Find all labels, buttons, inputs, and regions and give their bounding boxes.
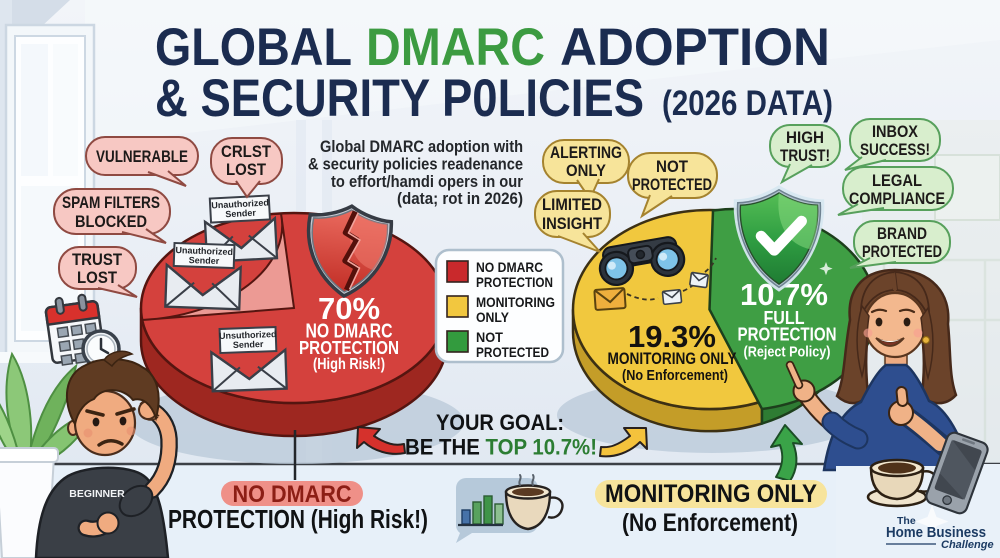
svg-text:INSIGHT: INSIGHT: [542, 215, 602, 233]
svg-text:COMPLIANCE: COMPLIANCE: [849, 190, 945, 208]
svg-text:Sender: Sender: [189, 255, 220, 266]
svg-text:TRUST!: TRUST!: [780, 147, 830, 165]
svg-text:PROTECTED: PROTECTED: [862, 243, 942, 261]
svg-text:to effort/hamdi opers in our: to effort/hamdi opers in our: [331, 173, 524, 191]
svg-text:MONITORING ONLY: MONITORING ONLY: [608, 349, 738, 368]
svg-text:NO DMARC: NO DMARC: [476, 260, 543, 275]
svg-text:TRUST: TRUST: [72, 251, 122, 269]
svg-text:NOT: NOT: [656, 158, 688, 176]
svg-text:19.3%: 19.3%: [628, 319, 716, 354]
svg-text:Sender: Sender: [225, 208, 256, 220]
svg-text:MONITORING: MONITORING: [476, 295, 555, 310]
svg-text:(High Risk!): (High Risk!): [313, 356, 385, 373]
svg-text:PROTECTION: PROTECTION: [476, 275, 553, 290]
svg-text:BRAND: BRAND: [877, 225, 927, 243]
svg-text:DMARC: DMARC: [366, 18, 545, 77]
svg-text:HIGH: HIGH: [786, 129, 824, 147]
svg-text:FULL: FULL: [764, 308, 805, 328]
svg-text:VULNERABLE: VULNERABLE: [96, 148, 188, 166]
svg-text:NOT: NOT: [476, 330, 504, 345]
svg-text:& SECURITY P0LICIES: & SECURITY P0LICIES: [155, 69, 644, 128]
svg-text:GLOBAL: GLOBAL: [155, 18, 352, 77]
svg-text:Sender: Sender: [233, 339, 264, 350]
svg-text:(No Enforcement): (No Enforcement): [622, 367, 728, 384]
svg-text:& security policies readenance: & security policies readenance: [308, 156, 523, 174]
svg-text:70%: 70%: [318, 291, 380, 326]
svg-text:MONITORING ONLY: MONITORING ONLY: [605, 480, 817, 508]
svg-text:Unsuthorized: Unsuthorized: [219, 329, 277, 341]
svg-text:BEGINNER: BEGINNER: [69, 488, 125, 500]
svg-text:(2026 DATA): (2026 DATA): [662, 84, 833, 123]
svg-text:PROTECTION: PROTECTION: [299, 337, 399, 358]
svg-text:CRLST: CRLST: [221, 143, 271, 161]
svg-text:(data; rot in 2026): (data; rot in 2026): [397, 190, 523, 208]
svg-text:SUCCESS!: SUCCESS!: [860, 141, 930, 159]
svg-text:LEGAL: LEGAL: [872, 172, 922, 190]
svg-text:ADOPTION: ADOPTION: [560, 18, 830, 77]
svg-text:The: The: [897, 515, 916, 527]
svg-text:PROTECTION: PROTECTION: [738, 325, 837, 345]
svg-text:NO DMARC: NO DMARC: [306, 321, 393, 343]
svg-text:LOST: LOST: [77, 269, 117, 287]
svg-text:YOUR GOAL:: YOUR GOAL:: [436, 410, 564, 435]
svg-text:Unauthorized: Unauthorized: [175, 245, 233, 257]
svg-text:BE THE TOP 10.7%!: BE THE TOP 10.7%!: [405, 435, 597, 460]
svg-text:Home Business: Home Business: [886, 524, 986, 541]
svg-text:INBOX: INBOX: [872, 123, 918, 141]
svg-text:LIMITED: LIMITED: [542, 196, 602, 214]
svg-text:LOST: LOST: [226, 161, 266, 179]
svg-text:NO DMARC: NO DMARC: [233, 481, 352, 508]
svg-text:Challenge: Challenge: [941, 539, 994, 551]
svg-text:PROTECTION (High Risk!): PROTECTION (High Risk!): [168, 506, 428, 534]
svg-text:(No Enforcement): (No Enforcement): [622, 509, 798, 537]
svg-text:Unauthorized: Unauthorized: [211, 197, 269, 210]
svg-text:Global DMARC adoption with: Global DMARC adoption with: [320, 138, 523, 156]
svg-text:ONLY: ONLY: [476, 310, 509, 325]
svg-text:PROTECTED: PROTECTED: [476, 345, 549, 360]
svg-text:(Reject Policy): (Reject Policy): [744, 345, 831, 361]
svg-text:BLOCKED: BLOCKED: [75, 213, 147, 231]
svg-text:PROTECTED: PROTECTED: [632, 176, 712, 194]
svg-text:ALERTING: ALERTING: [550, 144, 622, 162]
svg-text:ONLY: ONLY: [566, 162, 606, 180]
svg-text:SPAM FILTERS: SPAM FILTERS: [62, 194, 160, 212]
